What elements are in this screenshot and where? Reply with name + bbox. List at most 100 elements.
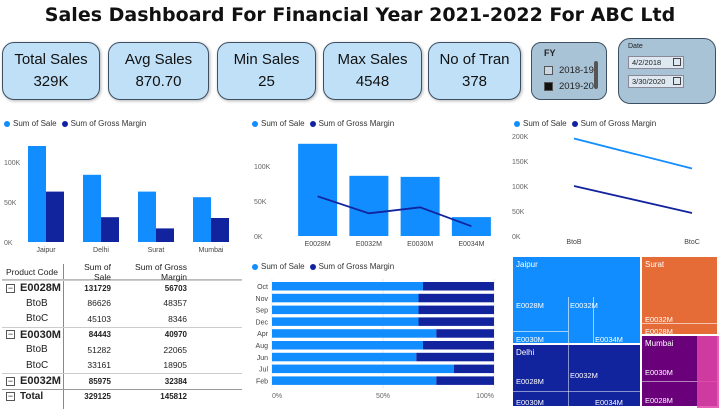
calendar-icon[interactable] (673, 77, 681, 85)
bar-sale[interactable] (272, 305, 419, 315)
bar-sale[interactable] (272, 352, 417, 362)
bar-sale[interactable] (298, 143, 338, 236)
treemap-tile-delhi[interactable]: Delhi E0032M E0028M E0030M E0034M (512, 344, 642, 408)
x-tick-label: 0% (272, 393, 282, 400)
bar-sale[interactable] (451, 217, 491, 236)
bar-margin[interactable] (436, 329, 494, 338)
date-slicer[interactable]: Date 4/2/2018 3/30/2020 (618, 38, 716, 104)
table-row[interactable]: − E0030M 84443 40970 (2, 326, 242, 343)
bar-margin[interactable] (436, 376, 494, 385)
bar-margin[interactable] (211, 218, 229, 242)
bar-margin[interactable] (422, 282, 494, 291)
city-bar-chart[interactable]: 100K 50K 0K Jaipur Delhi Surat Mumbai (0, 130, 245, 260)
treemap-item-label: E0032M (570, 301, 598, 310)
bar-sale[interactable] (272, 376, 437, 385)
col-header-margin[interactable]: Sum of Gross Margin (135, 261, 187, 282)
cell-margin: 40970 (164, 330, 187, 340)
city-product-treemap[interactable]: Jaipur E0028M E0030M E0032M E0034M Surat… (512, 256, 719, 408)
bar-sale[interactable] (272, 282, 423, 291)
kpi-max-sales[interactable]: Max Sales 4548 (323, 42, 422, 100)
treemap-tile-surat[interactable]: Surat E0032M E0028M (641, 256, 719, 336)
product-combo-chart[interactable]: 100K 50K 0K E0028M E0032M E0030M E0034M (250, 130, 500, 255)
line-margin[interactable] (573, 185, 693, 214)
fy-option-2018-19[interactable]: 2018-19 (544, 65, 594, 76)
bar-sale[interactable] (138, 191, 156, 242)
collapse-icon[interactable]: − (6, 375, 15, 386)
bar-margin[interactable] (416, 352, 494, 362)
bar-sale[interactable] (83, 174, 101, 242)
table-row[interactable]: − E0032M 85975 32384 (2, 373, 242, 389)
checkbox-checked-icon[interactable] (544, 82, 553, 91)
chart4-legend: Sum of Sale Sum of Gross Margin (252, 262, 394, 271)
row-label: Total (20, 391, 44, 403)
table-row[interactable]: BtoC 45103 8346 (2, 311, 242, 327)
kpi-no-of-tran[interactable]: No of Tran 378 (428, 42, 521, 100)
y-tick-label: 50K (512, 209, 525, 216)
y-tick-label: 150K (512, 159, 529, 166)
line-sale[interactable] (573, 137, 693, 170)
bar-sale[interactable] (28, 146, 46, 242)
collapse-icon[interactable]: − (6, 329, 15, 340)
calendar-icon[interactable] (673, 58, 681, 66)
fy-option-label: 2018-19 (559, 65, 594, 76)
legend-sale: Sum of Sale (261, 262, 305, 271)
treemap-tile-mumbai[interactable]: Mumbai E0030M E0028M (641, 335, 719, 408)
table-row[interactable]: BtoB 86626 48357 (2, 296, 242, 312)
bar-margin[interactable] (156, 228, 174, 242)
y-tick-label: 0K (4, 240, 13, 247)
table-row[interactable]: − Total 329125 145812 (2, 388, 242, 405)
fy-option-2019-20[interactable]: 2019-20 (544, 81, 594, 92)
x-tick-label: 100% (476, 393, 494, 400)
legend-margin: Sum of Gross Margin (318, 119, 395, 128)
product-matrix-table[interactable]: Product Code Sum of Sale Sum of Gross Ma… (2, 261, 242, 405)
kpi-total-sales[interactable]: Total Sales 329K (2, 42, 100, 100)
cell-margin: 32384 (164, 376, 187, 386)
margin-legend-dot-icon (571, 120, 578, 127)
slicer-scrollbar[interactable] (594, 61, 598, 89)
kpi-avg-sales[interactable]: Avg Sales 870.70 (108, 42, 209, 100)
kpi-value: 4548 (355, 73, 390, 90)
bar-margin[interactable] (101, 217, 119, 242)
start-date-input[interactable]: 4/2/2018 (628, 56, 684, 69)
checkbox-icon[interactable] (544, 66, 553, 75)
month-stacked-bar-chart[interactable]: Oct Nov Sep Dec Apr Aug Jun Jul Feb 0% 50% 100% (250, 275, 505, 409)
kpi-label: No of Tran (439, 51, 510, 68)
collapse-icon[interactable]: − (6, 282, 15, 293)
cell-margin: 56703 (164, 283, 187, 293)
treemap-group-label: Delhi (516, 348, 535, 357)
bar-sale[interactable] (272, 364, 455, 374)
bar-margin[interactable] (422, 341, 494, 350)
col-header-product-code[interactable]: Product Code (6, 266, 58, 277)
y-tick-label: 50K (4, 200, 17, 207)
table-row[interactable]: − E0028M 131729 56703 (2, 280, 242, 296)
bar-sale[interactable] (272, 341, 423, 350)
channel-line-chart[interactable]: 200K 150K 100K 50K 0K BtoB BtoC (508, 128, 718, 250)
bar-margin[interactable] (418, 317, 494, 326)
collapse-icon[interactable]: − (6, 391, 15, 402)
treemap-tile-jaipur[interactable]: Jaipur E0028M E0030M E0032M E0034M (512, 256, 641, 345)
table-row[interactable]: BtoB 51282 22065 (2, 342, 242, 358)
end-date-input[interactable]: 3/30/2020 (628, 75, 684, 88)
bar-margin[interactable] (418, 305, 494, 315)
bar-margin[interactable] (454, 364, 494, 374)
bar-sale[interactable] (349, 175, 389, 236)
treemap-item-label: E0028M (645, 396, 673, 405)
treemap-group-label: Jaipur (516, 260, 538, 269)
cell-margin: 145812 (160, 392, 187, 402)
bar-margin[interactable] (418, 293, 494, 303)
row-label: E0030M (20, 328, 61, 341)
bar-sale[interactable] (272, 329, 437, 338)
bar-sale[interactable] (272, 293, 419, 303)
table-row[interactable]: BtoC 33161 18905 (2, 358, 242, 374)
treemap-item-label: E0028M (516, 377, 544, 386)
treemap-item-label: E0030M (516, 335, 544, 344)
bar-margin[interactable] (46, 191, 64, 242)
bar-sale[interactable] (272, 317, 419, 326)
col-header-sale[interactable]: Sum of Sale (84, 261, 111, 282)
line-margin[interactable] (317, 195, 472, 228)
kpi-min-sales[interactable]: Min Sales 25 (217, 42, 316, 100)
fy-option-label: 2019-20 (559, 81, 594, 92)
bar-sale[interactable] (193, 197, 211, 242)
y-tick-label: 100K (4, 160, 21, 167)
fy-slicer[interactable]: FY 2018-19 2019-20 (531, 42, 607, 100)
